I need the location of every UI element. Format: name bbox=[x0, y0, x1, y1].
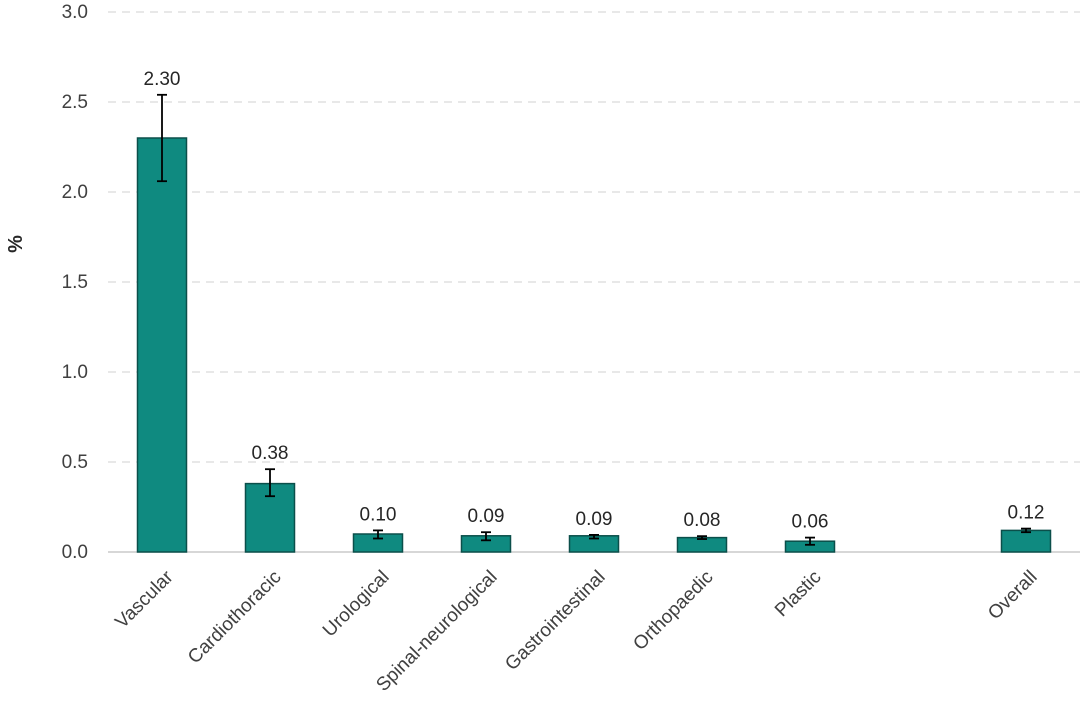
data-label: 0.09 bbox=[468, 506, 505, 527]
data-label: 0.10 bbox=[360, 504, 397, 525]
x-tick-label: Gastrointestinal bbox=[501, 567, 609, 675]
y-tick-label: 0.5 bbox=[62, 452, 88, 473]
y-tick-label: 2.5 bbox=[62, 92, 88, 113]
data-label: 2.30 bbox=[144, 69, 181, 90]
x-tick-label: Orthopaedic bbox=[629, 567, 717, 655]
bars bbox=[136, 137, 1052, 553]
y-tick-label: 2.0 bbox=[62, 182, 88, 203]
data-labels: 2.30 0.38 0.10 0.09 0.09 0.08 0.06 0.12 bbox=[144, 69, 1045, 533]
y-tick-label: 0.0 bbox=[62, 542, 88, 563]
data-label: 0.38 bbox=[252, 443, 289, 464]
y-tick-label: 3.0 bbox=[62, 2, 88, 23]
data-label: 0.12 bbox=[1008, 503, 1045, 524]
y-tick-label: 1.5 bbox=[62, 272, 88, 293]
y-axis-title: % bbox=[5, 235, 27, 253]
bar bbox=[1000, 529, 1052, 553]
x-tick-label: Urological bbox=[319, 567, 394, 642]
x-tick-label: Overall bbox=[984, 567, 1041, 624]
error-bars bbox=[157, 93, 1031, 546]
data-label: 0.08 bbox=[684, 510, 721, 531]
y-tick-label: 1.0 bbox=[62, 362, 88, 383]
gridlines bbox=[108, 11, 1080, 553]
x-axis-ticks: Vascular Cardiothoracic UrologicalSpinal-n… bbox=[111, 566, 1041, 696]
x-tick-label: Spinal-neurological bbox=[372, 567, 501, 696]
bar bbox=[136, 137, 188, 553]
x-tick-label: Cardiothoracic bbox=[184, 567, 285, 668]
data-label: 0.09 bbox=[576, 509, 613, 530]
y-axis-ticks: 0.0 0.5 1.0 1.5 2.0 2.5 3.0 bbox=[62, 2, 88, 563]
x-tick-label: Vascular bbox=[111, 566, 178, 633]
x-tick-label: Plastic bbox=[771, 567, 825, 621]
data-label: 0.06 bbox=[792, 512, 829, 533]
